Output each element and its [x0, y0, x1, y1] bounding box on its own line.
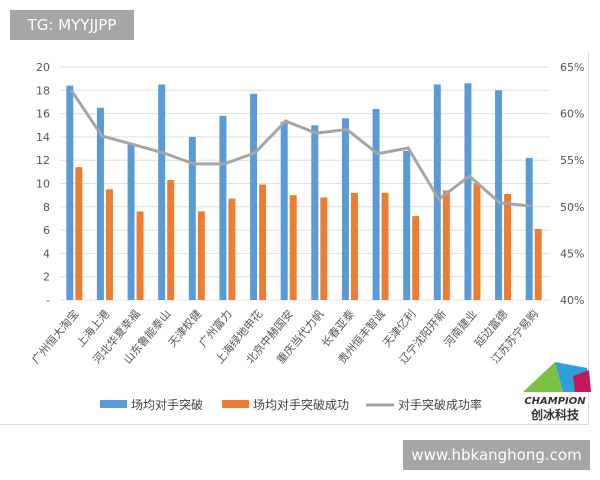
y-left-tick: 18: [36, 84, 50, 97]
y-left-tick: 14: [36, 131, 50, 144]
legend-label-1: 场均对手突破: [131, 397, 203, 412]
y-left-tick: 10: [36, 178, 50, 191]
bar-场均对手突破成功: [350, 192, 358, 300]
y-left-tick: 20: [36, 61, 50, 74]
bar-场均对手突破成功: [289, 195, 297, 300]
legend-label-2: 场均对手突破成功: [253, 397, 349, 412]
legend-swatch-2: [222, 400, 249, 408]
bar-场均对手突破成功: [197, 211, 205, 300]
bar-场均对手突破成功: [320, 197, 328, 300]
svg-text:CHAMPION: CHAMPION: [524, 396, 586, 407]
y-right-tick: 55%: [560, 154, 584, 167]
svg-text:创冰科技: 创冰科技: [530, 407, 580, 422]
y-left-tick: -: [46, 294, 50, 307]
legend-label-3: 对手突破成功率: [398, 397, 482, 412]
bar-场均对手突破: [433, 84, 441, 300]
bar-场均对手突破成功: [259, 184, 267, 300]
y-right-tick: 60%: [560, 108, 584, 121]
bar-场均对手突破成功: [136, 211, 144, 300]
bar-场均对手突破: [495, 90, 503, 300]
bar-场均对手突破: [188, 136, 196, 300]
y-left-tick: 12: [36, 154, 50, 167]
line-对手突破成功率: [70, 89, 531, 208]
bar-场均对手突破: [66, 85, 74, 300]
y-left-tick: 2: [43, 271, 50, 284]
bar-场均对手突破成功: [381, 192, 389, 300]
bar-场均对手突破: [127, 143, 135, 300]
bar-场均对手突破: [158, 84, 166, 300]
y-right-tick: 45%: [560, 247, 584, 260]
y-left-tick: 16: [36, 108, 50, 121]
y-right-tick: 40%: [560, 294, 584, 307]
y-right-tick: 65%: [560, 61, 584, 74]
bar-场均对手突破: [250, 93, 258, 300]
x-tick-label: 广州恒大淘宝: [28, 307, 81, 367]
bar-场均对手突破成功: [534, 228, 542, 300]
bar-场均对手突破: [403, 150, 411, 300]
bar-场均对手突破成功: [167, 180, 175, 300]
y-right-tick: 50%: [560, 201, 584, 214]
bar-场均对手突破成功: [473, 183, 481, 300]
bar-场均对手突破: [96, 107, 104, 301]
bar-场均对手突破: [311, 125, 319, 300]
watermark: www.hbkanghong.com: [403, 440, 590, 470]
bar-场均对手突破: [464, 83, 472, 300]
y-left-tick: 6: [43, 224, 50, 237]
logo: CHAMPION 创冰科技: [515, 360, 595, 422]
bar-场均对手突破: [219, 115, 227, 301]
y-left-tick: 4: [43, 247, 50, 260]
bar-场均对手突破成功: [105, 189, 113, 300]
bar-场均对手突破: [372, 108, 380, 300]
bar-场均对手突破成功: [504, 193, 512, 300]
badge: TG: MYYJJPP: [10, 10, 134, 40]
y-left-tick: 8: [43, 201, 50, 214]
bar-场均对手突破成功: [75, 167, 83, 300]
bar-场均对手突破: [341, 118, 349, 300]
champion-logo-icon: CHAMPION 创冰科技: [523, 362, 591, 422]
bar-场均对手突破成功: [228, 198, 236, 300]
bar-场均对手突破成功: [412, 216, 420, 300]
bar-场均对手突破: [525, 157, 533, 300]
bar-场均对手突破成功: [442, 190, 450, 300]
legend-swatch-1: [100, 400, 127, 408]
bar-场均对手突破: [280, 121, 288, 300]
